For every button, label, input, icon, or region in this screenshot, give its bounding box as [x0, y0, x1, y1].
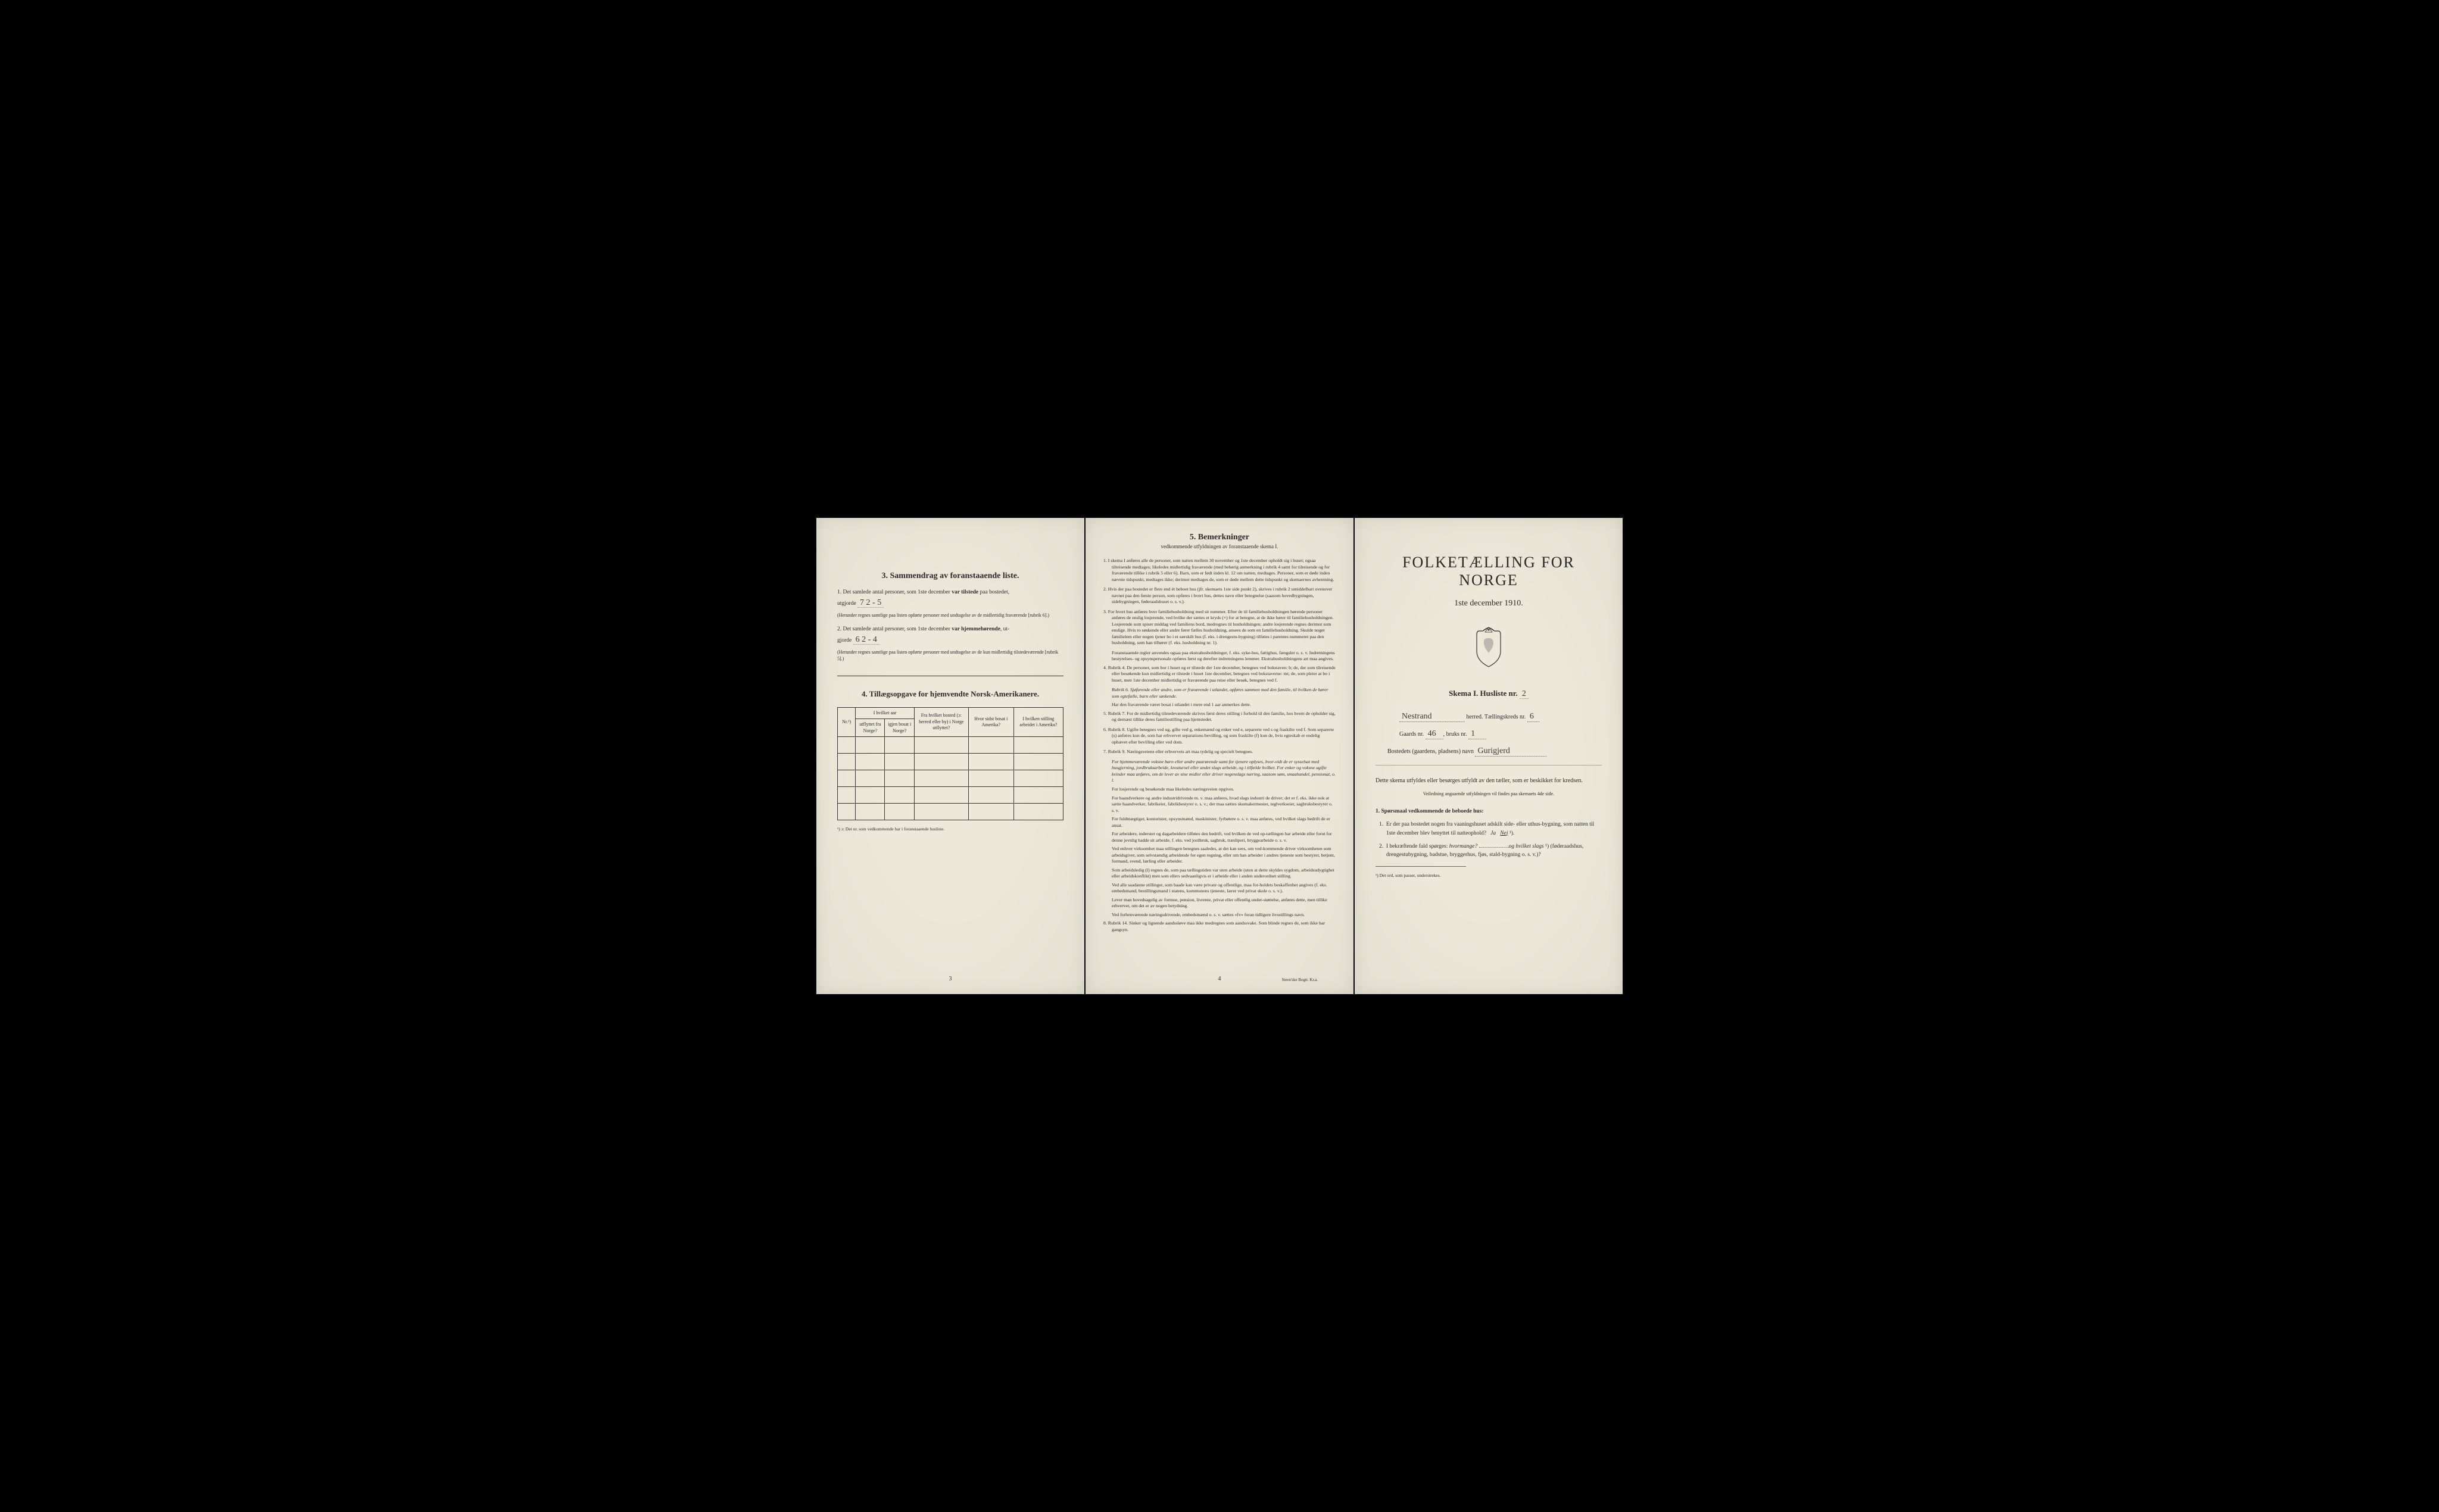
item1-value: 7 2 - 5	[857, 598, 884, 608]
thin-divider	[1376, 765, 1602, 766]
col-nr: Nr.¹)	[838, 707, 856, 736]
herred-label: herred. Tællingskreds nr.	[1467, 714, 1526, 720]
remark-7-sub4: For arbeidere, inderster og dagarbeidere…	[1103, 831, 1336, 844]
remark-5: 5. Rubrik 7. For de midlertidig tilstede…	[1103, 711, 1336, 723]
remark-7-sub5: Ved enhver virksomhet maa stillingen bet…	[1103, 846, 1336, 865]
remark-4-sub2: Har den fraværende været bosat i utlande…	[1103, 702, 1336, 708]
item1-pre: 1. Det samlede antal personer, som 1ste …	[837, 589, 952, 595]
printer-mark: Steen'ske Bogtr. Kr.a.	[1281, 977, 1318, 982]
census-document: 3. Sammendrag av foranstaaende liste. 1.…	[816, 518, 1623, 994]
skema-nr: 2	[1520, 689, 1529, 699]
table-row	[838, 804, 1063, 820]
page-4: 5. Bemerkninger vedkommende utfyldningen…	[1086, 518, 1353, 994]
explain-sub: Veiledning angaaende utfyldningen vil fi…	[1376, 791, 1602, 796]
gaard-line: Gaards nr. 46, bruks nr. 1	[1376, 729, 1602, 739]
remark-7-sub9: Ved forhenværende næringsdrivende, embed…	[1103, 912, 1336, 919]
kreds-nr: 6	[1527, 712, 1539, 722]
subcol-igjen: igjen bosat i Norge?	[885, 719, 914, 737]
item1-note: (Herunder regnes samtlige paa listen opf…	[837, 613, 1063, 619]
remark-7-sub8: Lever man hovedsagelig av formue, pensio…	[1103, 897, 1336, 910]
remark-4: 4. Rubrik 4. De personer, som bor i huse…	[1103, 665, 1336, 684]
section4-footnote: ¹) ɔ: Det nr. som vedkommende har i fora…	[837, 826, 1063, 832]
skema-label: Skema I. Husliste nr.	[1449, 689, 1517, 698]
section5-title: 5. Bemerkninger	[1103, 533, 1336, 542]
item2-post: , ut-	[1000, 626, 1009, 632]
page-number-3: 3	[949, 976, 952, 982]
herred-value: Nestrand	[1399, 712, 1465, 722]
footnote-divider	[1376, 866, 1466, 867]
question-2: 2. I bekræftende fald spørges: hvormange…	[1376, 842, 1602, 860]
remark-8: 8. Rubrik 14. Sinker og lignende aandssl…	[1103, 920, 1336, 933]
remark-7-sub2: For haandverkere og andre industridriven…	[1103, 795, 1336, 814]
bosted-line: Bostedets (gaardens, pladsens) navn Guri…	[1376, 746, 1602, 757]
page-cover: FOLKETÆLLING FOR NORGE 1ste december 191…	[1355, 518, 1623, 994]
page-number-4: 4	[1218, 976, 1221, 982]
skema-line: Skema I. Husliste nr. 2	[1376, 689, 1602, 699]
bruks-label: bruks nr.	[1446, 731, 1467, 738]
section4-title: 4. Tillægsopgave for hjemvendte Norsk-Am…	[837, 689, 1063, 699]
section3-title: 3. Sammendrag av foranstaaende liste.	[837, 571, 1063, 581]
main-title: FOLKETÆLLING FOR NORGE	[1376, 554, 1602, 589]
col-bosted: Fra hvilket bosted (ɔ: herred eller by) …	[914, 707, 968, 736]
bosted-value: Gurigjerd	[1475, 746, 1546, 757]
table-row	[838, 770, 1063, 787]
coat-of-arms-icon	[1376, 626, 1602, 671]
col-amerika: Hvor sidst bosat i Amerika?	[968, 707, 1013, 736]
section3-item2: 2. Det samlede antal personer, som 1ste …	[837, 625, 1063, 663]
remark-7-sub1: For losjerende og besøkende maa likelede…	[1103, 786, 1336, 793]
remark-7-sub0: For hjemmeværende voksne barn eller andr…	[1103, 759, 1336, 784]
item1-line2: utgjorde	[837, 601, 856, 607]
item2-value: 6 2 - 4	[853, 635, 879, 645]
remark-3: 3. For hvert hus anføres hver familiehus…	[1103, 609, 1336, 646]
gaard-nr: 46	[1426, 729, 1443, 739]
subcol-utflyttet: utflyttet fra Norge?	[856, 719, 885, 737]
remark-7-sub3: For fuldmægtiger, kontorister, opsynsmæn…	[1103, 816, 1336, 829]
question-1: 1. Er der paa bostedet nogen fra vaaning…	[1376, 820, 1602, 838]
item2-note: (Herunder regnes samtlige paa listen opf…	[837, 649, 1063, 663]
remark-6: 6. Rubrik 8. Ugifte betegnes ved ug, gif…	[1103, 727, 1336, 746]
page3-footnote: ¹) Det ord, som passer, understrekes.	[1376, 873, 1602, 878]
americans-table: Nr.¹) I hvilket aar Fra hvilket bosted (…	[837, 707, 1063, 820]
page-3: 3. Sammendrag av foranstaaende liste. 1.…	[816, 518, 1084, 994]
herred-line: Nestrand herred. Tællingskreds nr. 6	[1376, 712, 1602, 722]
explain-text: Dette skema utfyldes eller besørges utfy…	[1376, 776, 1602, 785]
bosted-label: Bostedets (gaardens, pladsens) navn	[1387, 748, 1474, 755]
section5-subtitle: vedkommende utfyldningen av foranstaaend…	[1103, 543, 1336, 549]
bruks-nr: 1	[1468, 729, 1486, 739]
item2-pre: 2. Det samlede antal personer, som 1ste …	[837, 626, 952, 632]
remark-2: 2. Hvis der paa bostedet er flere end ét…	[1103, 586, 1336, 605]
item1-bold: var tilstede	[952, 589, 978, 595]
remark-7-sub7: Ved alle saadanne stillinger, som baade …	[1103, 882, 1336, 895]
remarks-list: 1. I skema I anføres alle de personer, s…	[1103, 558, 1336, 933]
remark-3-sub: Foranstaaende regler anvendes ogsaa paa …	[1103, 650, 1336, 663]
remark-7-sub6: Som arbeidsledig (l) regnes de, som paa …	[1103, 867, 1336, 880]
table-row	[838, 787, 1063, 804]
remark-7: 7. Rubrik 9. Næringsveiens eller erhverv…	[1103, 749, 1336, 755]
col-stilling: I hvilken stilling arbeidet i Amerika?	[1013, 707, 1063, 736]
question-block: 1. Spørsmaal vedkommende de beboede hus:…	[1376, 807, 1602, 859]
item1-post: paa bostedet,	[978, 589, 1009, 595]
table-row	[838, 754, 1063, 770]
col-year: I hvilket aar	[856, 707, 915, 718]
remark-4-sub1: Rubrik 6. Sjøfarende eller andre, som er…	[1103, 687, 1336, 699]
q-heading: 1. Spørsmaal vedkommende de beboede hus:	[1376, 807, 1602, 816]
section3-item1: 1. Det samlede antal personer, som 1ste …	[837, 588, 1063, 619]
item2-bold: var hjemmehørende	[952, 626, 1000, 632]
item2-line2: gjorde	[837, 638, 852, 643]
remark-1: 1. I skema I anføres alle de personer, s…	[1103, 558, 1336, 583]
gaard-label: Gaards nr.	[1399, 731, 1424, 738]
table-row	[838, 737, 1063, 754]
sub-title: 1ste december 1910.	[1376, 599, 1602, 608]
